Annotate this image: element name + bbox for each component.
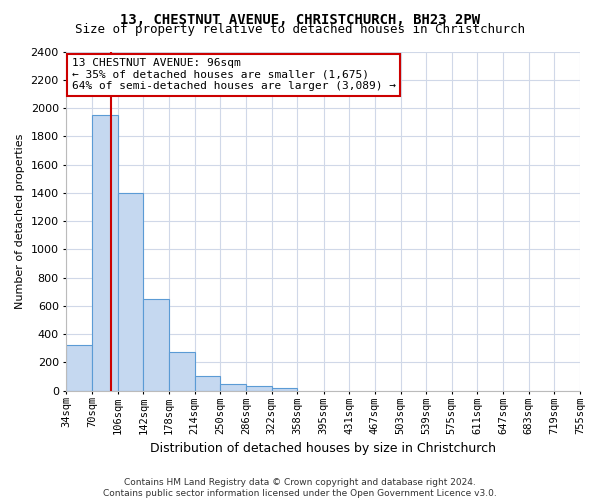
Text: 13 CHESTNUT AVENUE: 96sqm
← 35% of detached houses are smaller (1,675)
64% of se: 13 CHESTNUT AVENUE: 96sqm ← 35% of detac… xyxy=(71,58,395,92)
Text: Size of property relative to detached houses in Christchurch: Size of property relative to detached ho… xyxy=(75,22,525,36)
Bar xyxy=(169,352,194,391)
Y-axis label: Number of detached properties: Number of detached properties xyxy=(15,134,25,308)
Bar xyxy=(220,384,246,390)
Text: 13, CHESTNUT AVENUE, CHRISTCHURCH, BH23 2PW: 13, CHESTNUT AVENUE, CHRISTCHURCH, BH23 … xyxy=(120,12,480,26)
Bar xyxy=(143,299,169,390)
Text: Contains HM Land Registry data © Crown copyright and database right 2024.
Contai: Contains HM Land Registry data © Crown c… xyxy=(103,478,497,498)
Bar xyxy=(194,376,220,390)
Bar xyxy=(272,388,297,390)
X-axis label: Distribution of detached houses by size in Christchurch: Distribution of detached houses by size … xyxy=(150,442,496,455)
Bar xyxy=(118,193,143,390)
Bar xyxy=(92,115,118,390)
Bar xyxy=(246,386,272,390)
Bar xyxy=(67,344,92,391)
